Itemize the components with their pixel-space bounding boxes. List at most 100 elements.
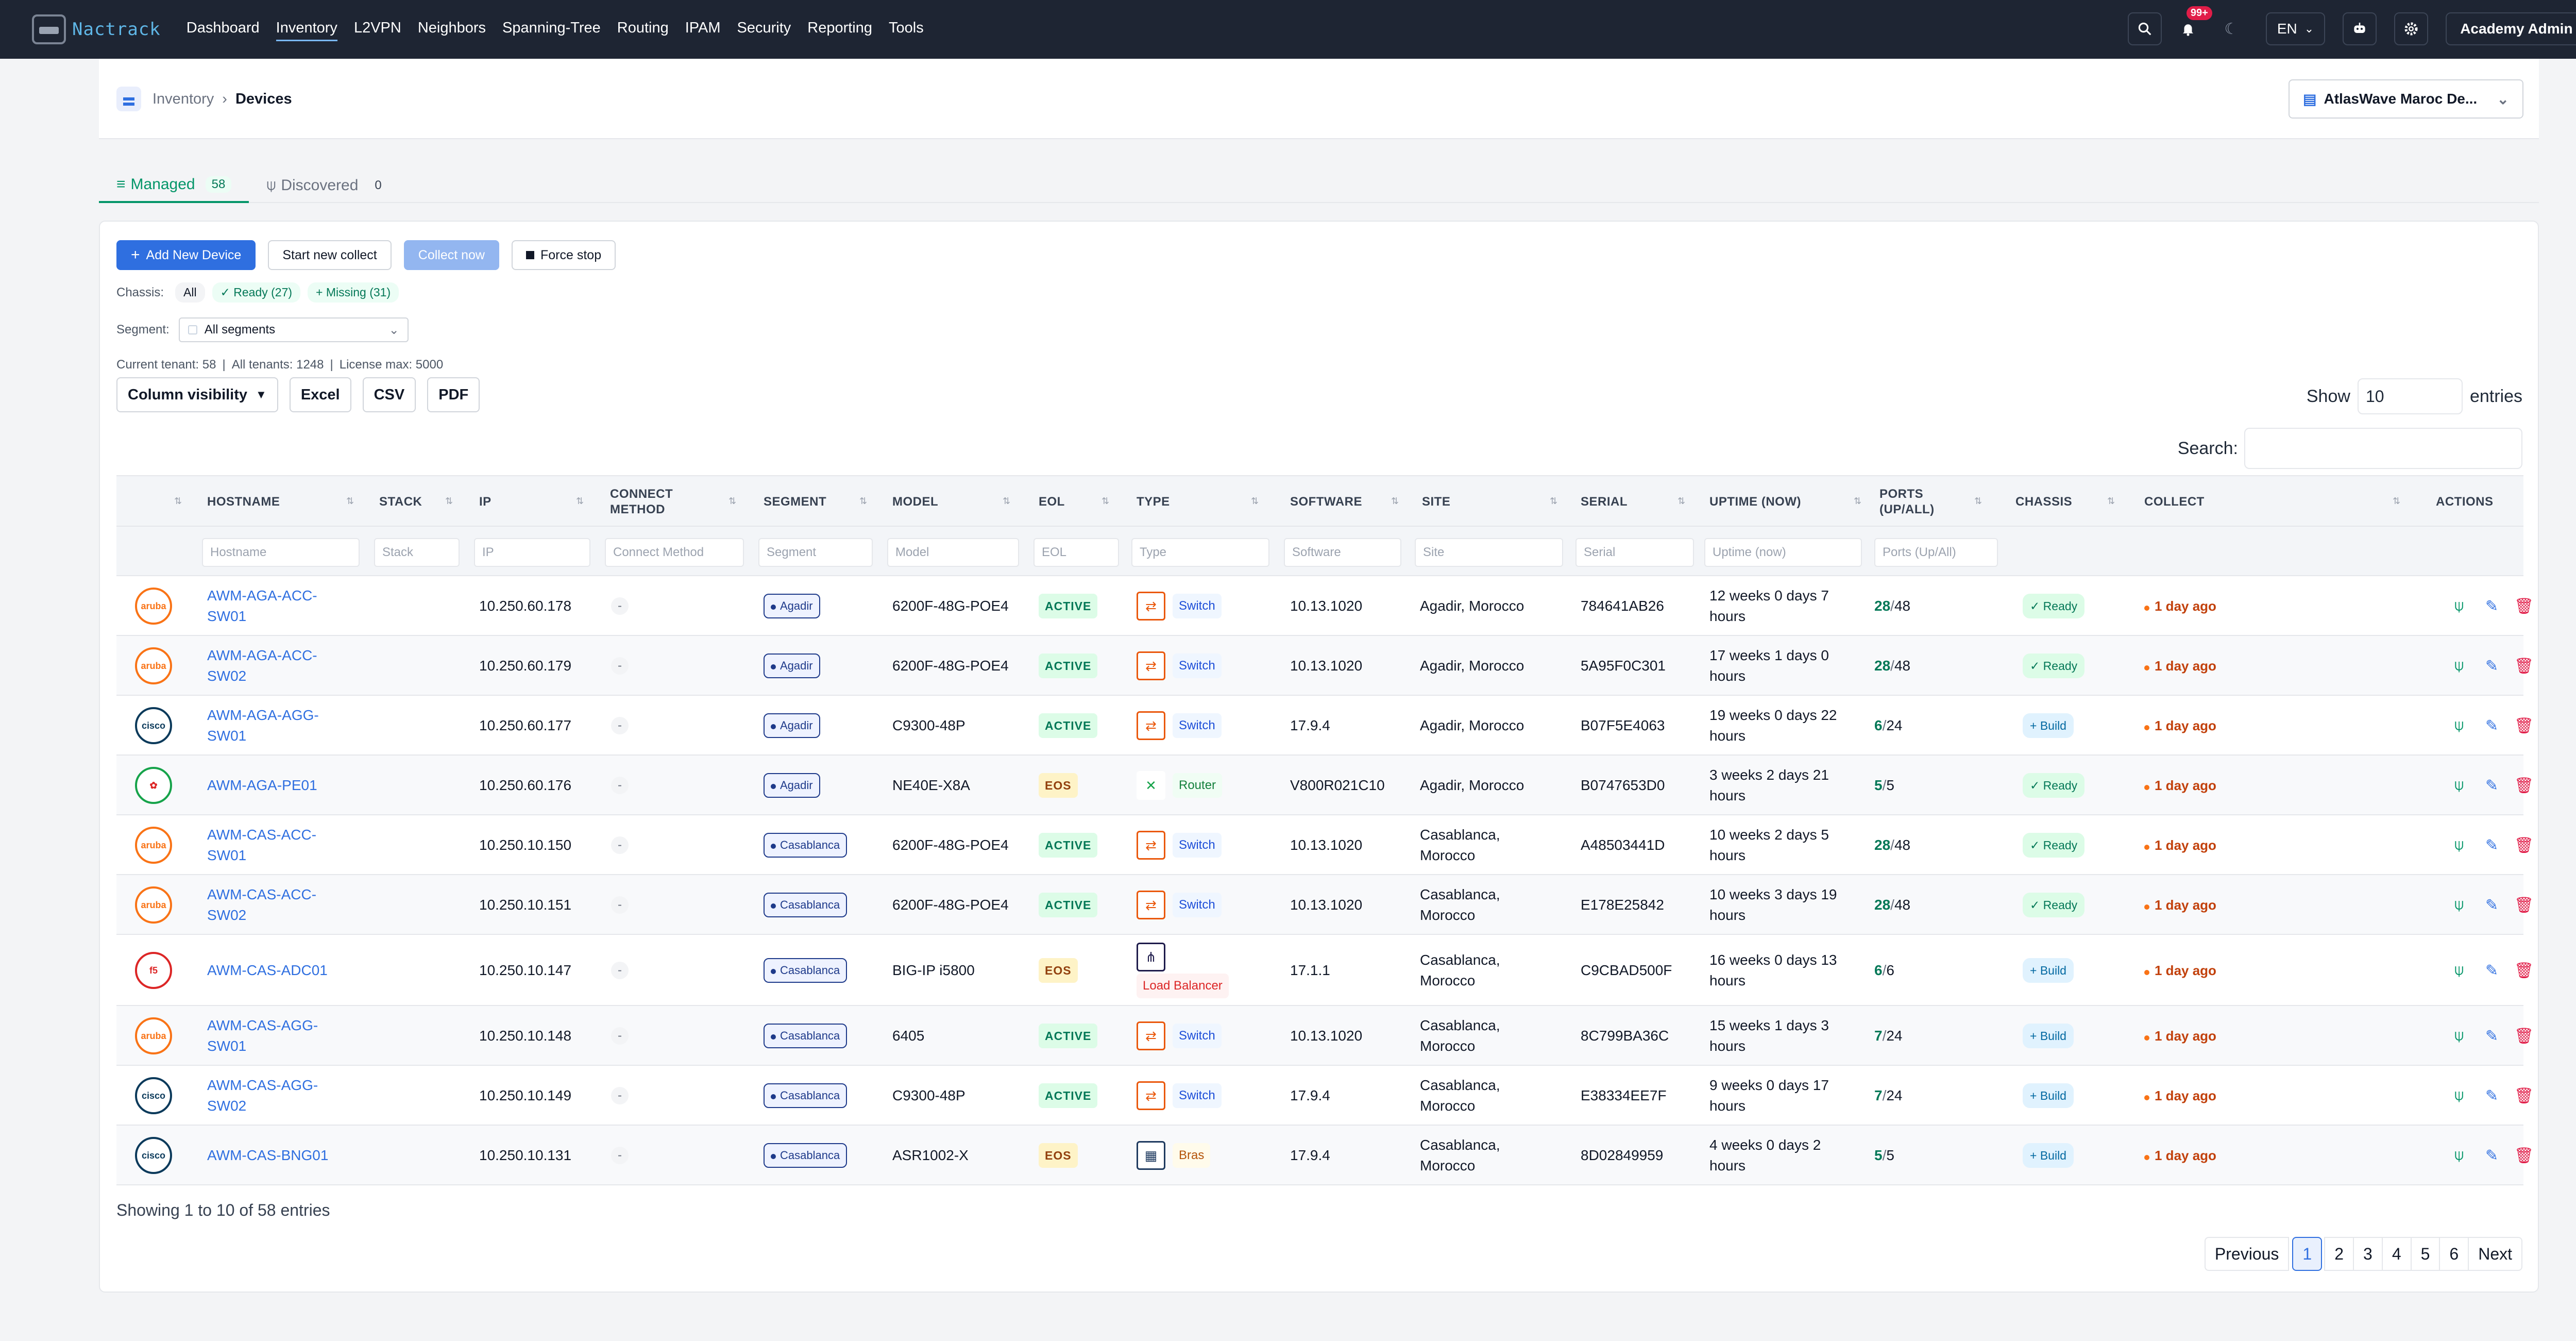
export-csv-button[interactable]: CSV xyxy=(362,377,416,412)
nav-ipam[interactable]: IPAM xyxy=(685,20,721,36)
tenant-select[interactable]: ▤ AtlasWave Maroc De... ⌄ xyxy=(2289,79,2523,119)
edit-action-icon[interactable]: ✎ xyxy=(2485,598,2499,615)
edit-action-icon[interactable]: ✎ xyxy=(2485,1087,2499,1104)
sort-icon[interactable]: ⇅ xyxy=(1854,496,1862,506)
edit-action-icon[interactable]: ✎ xyxy=(2485,897,2499,914)
col-eol[interactable]: EOL xyxy=(1039,476,1116,528)
pagination-next[interactable]: Next xyxy=(2468,1237,2522,1271)
nav-routing[interactable]: Routing xyxy=(617,20,669,36)
edit-action-icon[interactable]: ✎ xyxy=(2485,962,2499,979)
table-row[interactable]: aruba AWM-CAS-ACC- SW01 10.250.10.150 - Casab… xyxy=(116,815,2534,875)
delete-action-icon[interactable]: 🗑 xyxy=(2514,598,2534,615)
neighbors-action-icon[interactable]: ⍦ xyxy=(2454,657,2464,674)
neighbors-action-icon[interactable]: ⍦ xyxy=(2454,962,2464,979)
filter-connect-method[interactable]: Connect Method xyxy=(605,538,744,567)
sort-icon[interactable]: ⇅ xyxy=(346,496,354,506)
col-software[interactable]: SOFTWARE xyxy=(1290,476,1393,528)
chassis-filter-missing[interactable]: + Missing (31) xyxy=(308,282,399,303)
neighbors-action-icon[interactable]: ⍦ xyxy=(2454,896,2464,913)
filter-segment[interactable]: Segment xyxy=(758,538,873,567)
delete-action-icon[interactable]: 🗑 xyxy=(2514,1147,2534,1164)
filter-hostname[interactable]: Hostname xyxy=(202,538,360,567)
segment-select[interactable]: All segments ⌄ xyxy=(178,317,409,342)
filter-model[interactable]: Model xyxy=(887,538,1019,567)
nav-security[interactable]: Security xyxy=(737,20,791,36)
nav-spanning-tree[interactable]: Spanning-Tree xyxy=(502,20,601,36)
theme-toggle[interactable]: ☾ xyxy=(2214,12,2248,45)
column-visibility-button[interactable]: Column visibility ▼ xyxy=(116,377,278,412)
breadcrumb-inventory[interactable]: Inventory xyxy=(152,90,214,107)
neighbors-action-icon[interactable]: ⍦ xyxy=(2454,1087,2464,1104)
hostname-cell[interactable]: AWM-CAS-ACC- SW02 xyxy=(207,875,316,935)
neighbors-action-icon[interactable]: ⍦ xyxy=(2454,1027,2464,1044)
hostname-cell[interactable]: AWM-CAS-AGG- SW02 xyxy=(207,1066,318,1126)
export-pdf-button[interactable]: PDF xyxy=(427,377,480,412)
table-row[interactable]: aruba AWM-CAS-AGG- SW01 10.250.10.148 - Casab… xyxy=(116,1006,2534,1066)
table-row[interactable]: ✿ AWM-AGA-PE01 10.250.60.176 - Agadir NE40E-X… xyxy=(116,756,2534,815)
hostname-cell[interactable]: AWM-AGA-ACC- SW01 xyxy=(207,576,317,636)
sort-icon[interactable]: ⇅ xyxy=(1391,496,1399,506)
hostname-cell[interactable]: AWM-AGA-PE01 xyxy=(207,756,317,815)
chassis-filter-all[interactable]: All xyxy=(175,282,205,303)
assistant-button[interactable] xyxy=(2343,12,2377,45)
sort-icon[interactable]: ⇅ xyxy=(728,496,737,506)
pagination-page-1[interactable]: 1 xyxy=(2292,1237,2323,1271)
notifications-button[interactable]: 99+ xyxy=(2171,6,2212,45)
table-row[interactable]: aruba AWM-AGA-ACC- SW02 10.250.60.179 - Agadi… xyxy=(116,636,2534,696)
delete-action-icon[interactable]: 🗑 xyxy=(2514,962,2534,979)
col-segment[interactable]: SEGMENT xyxy=(764,476,867,528)
hostname-cell[interactable]: AWM-CAS-ACC- SW01 xyxy=(207,815,316,875)
sort-icon[interactable]: ⇅ xyxy=(445,496,453,506)
sort-icon[interactable]: ⇅ xyxy=(1974,496,1982,506)
edit-action-icon[interactable]: ✎ xyxy=(2485,1147,2499,1164)
pagination-previous[interactable]: Previous xyxy=(2204,1237,2290,1271)
table-row[interactable]: cisco AWM-CAS-BNG01 10.250.10.131 - Casablan… xyxy=(116,1126,2534,1185)
sort-icon[interactable]: ⇅ xyxy=(1677,496,1686,506)
col-ports[interactable]: PORTS (UP/ALL) xyxy=(1879,476,1952,528)
edit-action-icon[interactable]: ✎ xyxy=(2485,658,2499,675)
user-menu[interactable]: Academy Admin ⌄ xyxy=(2446,12,2576,45)
tab-managed[interactable]: ≡ Managed 58 xyxy=(99,168,249,203)
nav-inventory[interactable]: Inventory xyxy=(276,0,338,59)
table-row[interactable]: aruba AWM-CAS-ACC- SW02 10.250.10.151 - Casab… xyxy=(116,875,2534,935)
table-row[interactable]: cisco AWM-AGA-AGG- SW01 10.250.60.177 - Agadi… xyxy=(116,696,2534,756)
filter-ip[interactable]: IP xyxy=(474,538,590,567)
filter-serial[interactable]: Serial xyxy=(1575,538,1694,567)
filter-stack[interactable]: Stack xyxy=(374,538,460,567)
nav-reporting[interactable]: Reporting xyxy=(807,20,873,36)
hostname-cell[interactable]: AWM-CAS-BNG01 xyxy=(207,1126,328,1185)
table-search-input[interactable] xyxy=(2244,428,2522,469)
table-row[interactable]: aruba AWM-AGA-ACC- SW01 10.250.60.178 - Agadi… xyxy=(116,576,2534,636)
filter-type[interactable]: Type xyxy=(1131,538,1269,567)
filter-software[interactable]: Software xyxy=(1284,538,1401,567)
col-hostname[interactable]: HOSTNAME xyxy=(207,476,351,528)
sort-icon[interactable]: ⇅ xyxy=(1550,496,1558,506)
col-site[interactable]: SITE xyxy=(1422,476,1556,528)
nav-l2vpn[interactable]: L2VPN xyxy=(353,20,401,36)
pagination-page-2[interactable]: 2 xyxy=(2324,1237,2354,1271)
language-select[interactable]: EN ⌄ xyxy=(2265,12,2326,45)
export-excel-button[interactable]: Excel xyxy=(289,377,351,412)
hostname-cell[interactable]: AWM-AGA-ACC- SW02 xyxy=(207,636,317,696)
pagination-page-6[interactable]: 6 xyxy=(2439,1237,2469,1271)
page-length-input[interactable]: 10 xyxy=(2357,378,2463,414)
sort-icon[interactable]: ⇅ xyxy=(2107,496,2115,506)
delete-action-icon[interactable]: 🗑 xyxy=(2514,658,2534,675)
chassis-filter-ready[interactable]: ✓ Ready (27) xyxy=(212,282,301,303)
filter-ports[interactable]: Ports (Up/All) xyxy=(1874,538,1998,567)
nav-tools[interactable]: Tools xyxy=(889,20,924,36)
delete-action-icon[interactable]: 🗑 xyxy=(2514,897,2534,914)
edit-action-icon[interactable]: ✎ xyxy=(2485,837,2499,854)
delete-action-icon[interactable]: 🗑 xyxy=(2514,837,2534,854)
nav-dashboard[interactable]: Dashboard xyxy=(186,20,260,36)
sort-icon[interactable]: ⇅ xyxy=(1101,496,1110,506)
table-row[interactable]: f5 AWM-CAS-ADC01 10.250.10.147 - Casablanca B… xyxy=(116,935,2534,1006)
col-uptime[interactable]: UPTIME (NOW) xyxy=(1709,476,1854,528)
delete-action-icon[interactable]: 🗑 xyxy=(2514,717,2534,734)
hostname-cell[interactable]: AWM-AGA-AGG- SW01 xyxy=(207,696,319,756)
neighbors-action-icon[interactable]: ⍦ xyxy=(2454,1147,2464,1164)
sort-icon[interactable]: ⇅ xyxy=(576,496,584,506)
hostname-cell[interactable]: AWM-CAS-AGG- SW01 xyxy=(207,1006,318,1066)
sort-icon[interactable]: ⇅ xyxy=(2393,496,2401,506)
force-stop-button[interactable]: Force stop xyxy=(512,240,616,270)
